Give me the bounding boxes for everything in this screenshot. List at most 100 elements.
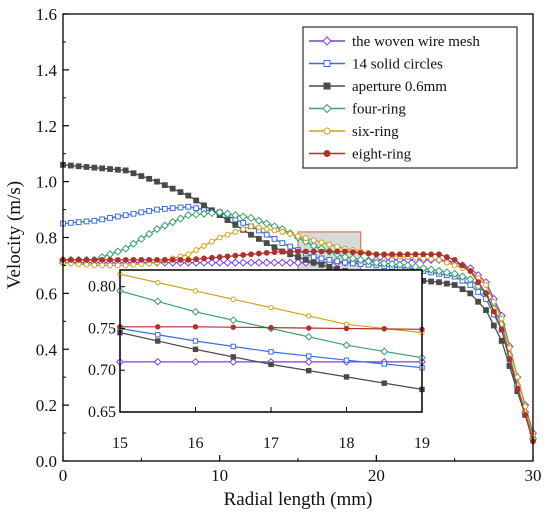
series-marker-3 — [105, 250, 115, 259]
inset-series-marker-0 — [153, 357, 162, 366]
series-marker-3 — [450, 269, 459, 278]
series-marker-1 — [240, 219, 247, 226]
inset-series-marker-4 — [268, 304, 274, 311]
series-marker-2 — [224, 217, 231, 223]
series-marker-0 — [246, 258, 256, 267]
series-marker-0 — [262, 258, 271, 267]
series-marker-4 — [114, 262, 121, 269]
series-marker-2 — [99, 165, 106, 172]
inset-x-tick-label: 19 — [414, 435, 430, 452]
series-marker-3 — [380, 259, 389, 268]
series-marker-5 — [138, 256, 145, 263]
series-marker-0 — [231, 258, 240, 267]
inset-series-marker-5 — [343, 325, 350, 332]
y-tick-label: 0.2 — [36, 396, 57, 415]
series-marker-5 — [154, 256, 160, 263]
series-marker-3 — [137, 234, 146, 244]
series-marker-1 — [114, 213, 121, 220]
inset-series-marker-3 — [342, 341, 351, 350]
series-marker-2 — [428, 278, 435, 285]
series-marker-5 — [310, 248, 317, 255]
x-tick-label: 20 — [368, 466, 385, 485]
inset-y-tick-label: 0.65 — [88, 404, 116, 421]
inset-series-marker-5 — [381, 326, 387, 332]
series-marker-5 — [185, 256, 192, 263]
y-tick-label: 0.8 — [36, 229, 57, 248]
series-marker-3 — [129, 239, 138, 248]
series-marker-5 — [365, 250, 372, 257]
y-tick-label: 1.2 — [36, 117, 57, 136]
y-tick-label: 0.0 — [36, 452, 57, 471]
inset-series-marker-2 — [230, 354, 236, 360]
series-marker-4 — [216, 234, 223, 241]
inset-x-tick-label: 17 — [263, 435, 279, 452]
legend-entry-5: eight-ring — [309, 147, 412, 163]
inset-series-marker-3 — [380, 347, 389, 356]
series-marker-1 — [326, 256, 333, 263]
series-marker-1 — [271, 235, 278, 242]
series-marker-5 — [67, 256, 74, 263]
series-marker-2 — [169, 185, 176, 192]
inset-series-marker-4 — [192, 288, 199, 294]
series-marker-5 — [349, 249, 356, 256]
series-marker-4 — [310, 237, 317, 244]
series-marker-5 — [83, 256, 90, 263]
series-marker-5 — [107, 256, 113, 263]
inset-series-marker-1 — [192, 338, 199, 344]
series-marker-0 — [254, 258, 263, 267]
series-marker-5 — [389, 251, 395, 258]
series-marker-1 — [91, 217, 98, 224]
series-marker-5 — [522, 412, 529, 418]
series-marker-3 — [145, 229, 154, 239]
y-tick-label: 1.0 — [36, 173, 57, 192]
inset-series-marker-4 — [306, 313, 312, 319]
series-marker-2 — [67, 162, 74, 169]
series-marker-2 — [467, 290, 474, 297]
series-marker-2 — [498, 337, 505, 344]
series-marker-3 — [458, 272, 467, 281]
series-marker-5 — [342, 248, 348, 255]
series-marker-2 — [154, 178, 160, 185]
series-marker-5 — [224, 253, 231, 260]
inset-series-marker-1 — [230, 343, 236, 350]
inset-series-marker-3 — [191, 307, 200, 316]
series-marker-1 — [107, 215, 113, 221]
series-marker-0 — [278, 258, 287, 267]
series-marker-4 — [436, 256, 442, 263]
series-marker-4 — [443, 259, 450, 266]
inset-series-marker-1 — [155, 332, 161, 338]
series-marker-2 — [483, 307, 489, 314]
series-marker-3 — [403, 261, 412, 270]
series-marker-5 — [193, 256, 200, 263]
series-marker-5 — [498, 326, 505, 333]
series-marker-3 — [231, 211, 240, 220]
series-marker-4 — [279, 229, 286, 235]
legend-label-3: four-ring — [352, 102, 406, 118]
series-marker-3 — [387, 259, 397, 269]
series-marker-2 — [459, 286, 466, 293]
y-axis-label: Velocity (m/s) — [4, 181, 25, 289]
series-marker-2 — [122, 167, 129, 174]
series-marker-5 — [279, 248, 286, 255]
inset-series-marker-0 — [229, 357, 238, 366]
inset-x-tick-label: 15 — [112, 435, 128, 452]
series-marker-1 — [75, 219, 82, 226]
inset-series-marker-3 — [304, 332, 313, 341]
series-marker-5 — [201, 255, 207, 262]
series-marker-5 — [177, 256, 184, 263]
series-marker-2 — [201, 202, 207, 209]
legend-marker-0 — [322, 36, 332, 46]
inset-series-marker-5 — [230, 324, 236, 330]
series-marker-5 — [412, 251, 419, 258]
series-marker-4 — [99, 262, 106, 269]
series-marker-5 — [326, 248, 333, 255]
inset-y-tick-label: 0.75 — [88, 320, 116, 337]
inset-series-marker-2 — [192, 346, 199, 353]
series-marker-2 — [451, 282, 458, 288]
series-marker-3 — [121, 244, 130, 253]
inset-series-marker-2 — [155, 338, 161, 344]
series-marker-2 — [91, 164, 98, 171]
series-marker-2 — [326, 263, 333, 270]
legend-label-5: eight-ring — [352, 147, 412, 163]
